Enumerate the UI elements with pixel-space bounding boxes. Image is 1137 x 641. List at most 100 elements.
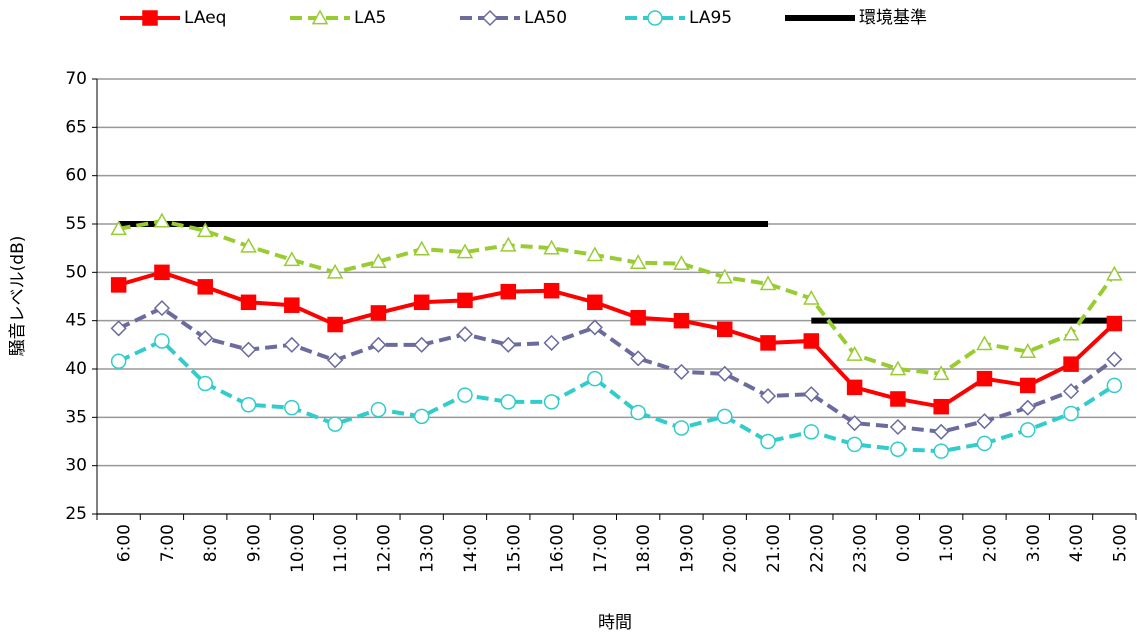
x-tick-label: 12:00 xyxy=(374,524,394,573)
point xyxy=(716,365,733,382)
point xyxy=(197,330,214,347)
point xyxy=(673,420,690,436)
x-tick-label: 13:00 xyxy=(418,524,438,573)
x-tick-label: 22:00 xyxy=(807,524,827,573)
legend-label: LAeq xyxy=(184,8,226,28)
point xyxy=(110,320,127,337)
point xyxy=(327,316,343,333)
point xyxy=(543,239,560,255)
point xyxy=(673,255,690,270)
point xyxy=(283,251,301,267)
point xyxy=(889,418,906,436)
point xyxy=(889,360,907,376)
point xyxy=(370,401,387,418)
point xyxy=(413,240,430,256)
point xyxy=(1106,265,1123,281)
point xyxy=(1063,356,1079,372)
y-tick-label: 50 xyxy=(65,262,87,282)
x-tick-label: 5:00 xyxy=(1110,524,1130,562)
y-tick-label: 35 xyxy=(65,407,87,427)
point xyxy=(976,413,993,430)
point xyxy=(846,379,863,396)
y-tick-label: 40 xyxy=(65,359,87,379)
point xyxy=(1063,405,1079,422)
point xyxy=(457,387,473,403)
y-tick-label: 65 xyxy=(65,117,87,137)
x-tick-label: 9:00 xyxy=(245,524,265,562)
point xyxy=(240,397,257,413)
point xyxy=(1019,343,1037,358)
point xyxy=(326,263,344,279)
point xyxy=(240,294,257,311)
point xyxy=(587,370,603,387)
point xyxy=(673,312,690,329)
point xyxy=(759,388,777,405)
point xyxy=(1062,325,1080,341)
point xyxy=(284,297,300,313)
point xyxy=(976,335,993,351)
point xyxy=(630,350,647,367)
point xyxy=(932,365,950,381)
point xyxy=(499,236,517,252)
point xyxy=(327,352,344,369)
point xyxy=(976,370,993,387)
x-tick-label: 18:00 xyxy=(634,524,654,573)
point xyxy=(803,386,820,403)
point xyxy=(327,416,343,432)
x-tick-label: 15:00 xyxy=(504,524,524,573)
point xyxy=(760,335,776,351)
point xyxy=(976,435,993,452)
point xyxy=(803,333,820,349)
x-tick-label: 16:00 xyxy=(548,524,568,573)
point xyxy=(1020,377,1036,394)
legend-label: LA50 xyxy=(524,8,567,28)
y-tick-label: 25 xyxy=(65,504,87,524)
point xyxy=(370,305,387,321)
point xyxy=(154,333,170,349)
point xyxy=(846,345,863,361)
y-tick-label: 45 xyxy=(65,311,87,331)
x-tick-label: 7:00 xyxy=(158,524,178,562)
x-tick-label: 0:00 xyxy=(894,524,914,562)
point xyxy=(803,424,820,440)
legend-marker xyxy=(142,10,158,26)
point xyxy=(543,394,560,410)
x-axis-label: 時間 xyxy=(598,613,632,633)
point xyxy=(456,243,474,259)
point xyxy=(284,399,300,416)
point xyxy=(846,436,863,453)
x-tick-label: 11:00 xyxy=(331,524,351,573)
x-tick-label: 21:00 xyxy=(764,524,784,573)
legend-marker xyxy=(311,9,329,25)
legend-label: 環境基準 xyxy=(859,8,927,28)
x-tick-label: 10:00 xyxy=(288,524,308,573)
point xyxy=(933,398,949,415)
x-tick-label: 19:00 xyxy=(677,524,697,573)
point xyxy=(1020,422,1036,438)
point xyxy=(716,408,733,425)
legend-label: LA5 xyxy=(354,8,386,28)
y-axis-label: 騒音レベル(dB) xyxy=(8,236,28,357)
x-tick-label: 23:00 xyxy=(851,524,871,573)
x-tick-label: 2:00 xyxy=(980,524,1000,562)
y-tick-label: 55 xyxy=(65,214,87,234)
point xyxy=(110,277,127,293)
point xyxy=(846,415,863,432)
y-tick-label: 30 xyxy=(65,456,87,476)
point xyxy=(890,441,906,457)
point xyxy=(240,341,257,358)
y-tick-label: 70 xyxy=(65,69,87,89)
point xyxy=(110,353,127,370)
point xyxy=(1106,351,1123,368)
legend-label: LA95 xyxy=(689,8,732,28)
point xyxy=(586,319,603,336)
point xyxy=(456,326,474,343)
series-line xyxy=(118,219,1116,376)
point xyxy=(803,289,820,305)
point xyxy=(1106,377,1123,394)
point xyxy=(370,253,387,269)
legend-marker xyxy=(481,9,499,27)
point xyxy=(933,423,950,440)
point xyxy=(1063,383,1080,400)
